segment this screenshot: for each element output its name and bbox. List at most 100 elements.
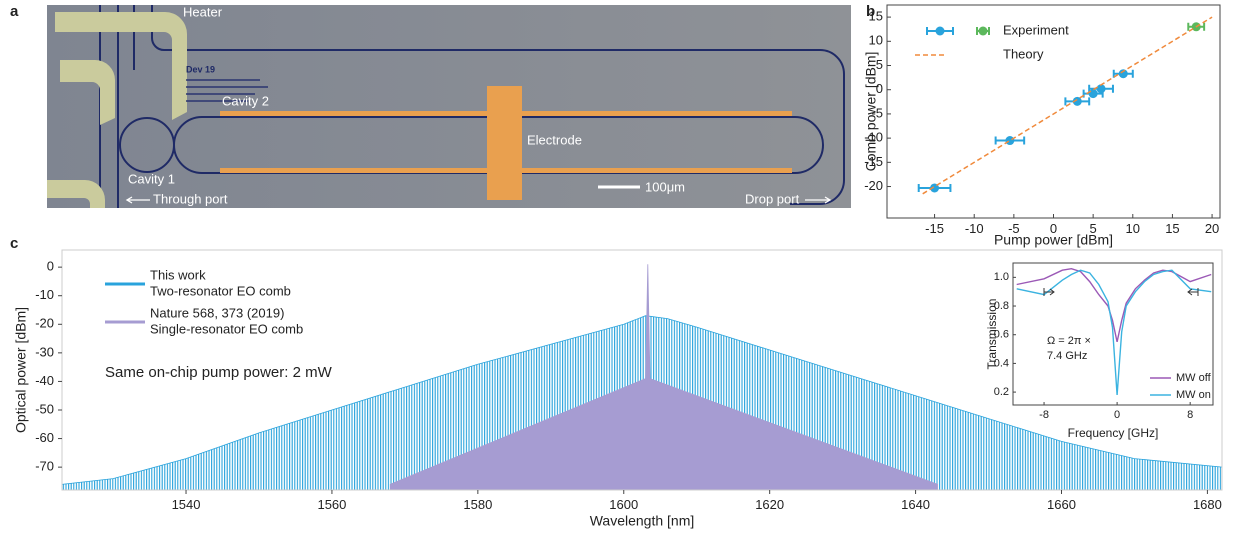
x-tick-label: 1680 bbox=[1193, 497, 1222, 512]
plot-area bbox=[61, 264, 1223, 491]
engraved-text-rows bbox=[186, 79, 268, 102]
y-tick-label: -50 bbox=[35, 401, 54, 416]
y-tick-label: -10 bbox=[864, 130, 883, 145]
y-tick-label: -10 bbox=[35, 287, 54, 302]
y-tick-label: -20 bbox=[864, 178, 883, 193]
chart: -8 0 8 0.2 0.4 0.6 0.8 1.0 Frequency [GHz] Transm… bbox=[985, 262, 1214, 440]
data-point-error-cap bbox=[917, 183, 952, 192]
heater-pads bbox=[47, 12, 187, 208]
chart: -15 -10 -5 0 5 10 15 20 -20 -15 -10 -5 0 5 10 15 Pump po… bbox=[863, 3, 1221, 248]
legend-label: Nature 568, 373 (2019) bbox=[150, 305, 284, 320]
x-tick-label: 1620 bbox=[755, 497, 784, 512]
x-tick-label: -10 bbox=[965, 221, 984, 236]
y-tick-label: -40 bbox=[35, 373, 54, 388]
y-tick-label: 5 bbox=[876, 57, 883, 72]
legend-label: This work bbox=[150, 267, 206, 282]
data-point bbox=[1096, 84, 1106, 94]
legend-label: MW off bbox=[1176, 372, 1212, 384]
panel-label: b bbox=[866, 3, 875, 20]
legend-marker bbox=[978, 26, 988, 36]
label: Through port bbox=[153, 191, 228, 206]
data-point-error-cap bbox=[994, 136, 1026, 145]
legend-marker bbox=[935, 26, 945, 36]
x-tick-label: 1640 bbox=[901, 497, 930, 512]
legend-description: Two-resonator EO comb bbox=[150, 283, 291, 298]
plot-area bbox=[917, 16, 1213, 195]
legend-label: Theory bbox=[1003, 46, 1044, 61]
data-point-error-cap bbox=[1064, 97, 1091, 106]
spacing-marks bbox=[1043, 288, 1199, 296]
x-tick-label: 1540 bbox=[172, 497, 201, 512]
x-tick-label: 15 bbox=[1165, 221, 1179, 236]
legend-label: Experiment bbox=[1003, 22, 1069, 37]
annotation: 7.4 GHz bbox=[1047, 350, 1087, 362]
label: Cavity 1 bbox=[128, 171, 175, 186]
port-arrows bbox=[125, 196, 832, 204]
label: 100μm bbox=[645, 179, 685, 194]
theory-line bbox=[922, 16, 1213, 195]
y-tick-label: -5 bbox=[871, 105, 883, 120]
label: Drop port bbox=[745, 191, 800, 206]
electrodes bbox=[220, 86, 792, 200]
data-point-error-cap bbox=[1187, 22, 1206, 31]
data-point bbox=[1072, 96, 1082, 106]
annotation: Ω = 2π × bbox=[1047, 335, 1091, 347]
legend-marker-error-cap bbox=[926, 27, 954, 35]
data-line bbox=[1016, 267, 1212, 343]
microscope-image: Heater Dev 19 Cavity 2 Electrode Cavity … bbox=[47, 4, 851, 208]
legend: Experiment Theory bbox=[915, 22, 1069, 61]
label: Heater bbox=[183, 4, 223, 19]
x-tick-label: -8 bbox=[1039, 409, 1049, 421]
y-tick-label: 10 bbox=[869, 33, 883, 48]
data-line bbox=[1016, 269, 1212, 396]
y-tick-label: -15 bbox=[864, 154, 883, 169]
x-tick-label: 0 bbox=[1050, 221, 1057, 236]
y-tick-label: 0 bbox=[47, 259, 54, 274]
label: Dev 19 bbox=[186, 64, 215, 74]
x-tick-label: 1560 bbox=[317, 497, 346, 512]
legend-label: MW on bbox=[1176, 389, 1211, 401]
y-tick-label: 0.8 bbox=[994, 300, 1009, 312]
legend: MW off MW on bbox=[1150, 372, 1212, 401]
x-tick-label: 10 bbox=[1126, 221, 1140, 236]
data-point bbox=[1118, 69, 1128, 79]
plot-frame bbox=[61, 249, 1223, 491]
y-tick-label: 0.2 bbox=[994, 386, 1009, 398]
y-tick-label: 0.4 bbox=[994, 357, 1009, 369]
data-point bbox=[1005, 136, 1015, 146]
x-axis-title: Frequency [GHz] bbox=[1068, 426, 1159, 440]
y-tick-label: -60 bbox=[35, 430, 54, 445]
spectrum-area bbox=[389, 264, 938, 491]
y-tick-label: 0 bbox=[876, 81, 883, 96]
x-tick-label: 8 bbox=[1187, 409, 1193, 421]
x-tick-label: -5 bbox=[1008, 221, 1020, 236]
y-tick-label: 1.0 bbox=[994, 271, 1009, 283]
y-tick-label: 0.6 bbox=[994, 329, 1009, 341]
label: Cavity 2 bbox=[222, 93, 269, 108]
y-tick-label: -70 bbox=[35, 459, 54, 474]
y-tick-label: 15 bbox=[869, 9, 883, 24]
y-tick-label: -20 bbox=[35, 316, 54, 331]
x-axis-title: Pump power [dBm] bbox=[994, 232, 1113, 248]
x-tick-label: 0 bbox=[1114, 409, 1120, 421]
x-axis-title: Wavelength [nm] bbox=[590, 513, 695, 529]
legend-description: Single-resonator EO comb bbox=[150, 321, 303, 336]
plot-frame bbox=[1012, 262, 1214, 406]
label: Electrode bbox=[527, 132, 582, 147]
panel-label: a bbox=[10, 3, 19, 20]
x-tick-label: 1600 bbox=[609, 497, 638, 512]
panel-label: c bbox=[10, 235, 18, 252]
y-axis-title: Transmission bbox=[985, 299, 999, 370]
y-tick-label: -30 bbox=[35, 344, 54, 359]
y-axis-title: Optical power [dBm] bbox=[13, 307, 29, 433]
chart: 1540 1560 1580 1600 1620 1640 1660 1680 0 -10 -20 -… bbox=[10, 235, 1223, 529]
x-tick-label: 5 bbox=[1090, 221, 1097, 236]
y-axis-title: Comb power [dBm] bbox=[863, 52, 879, 172]
legend-marker-error-cap bbox=[976, 27, 990, 35]
x-tick-label: 1660 bbox=[1047, 497, 1076, 512]
x-tick-label: 1580 bbox=[463, 497, 492, 512]
annotation: Same on-chip pump power: 2 mW bbox=[105, 364, 333, 381]
plot-area bbox=[1016, 267, 1212, 396]
